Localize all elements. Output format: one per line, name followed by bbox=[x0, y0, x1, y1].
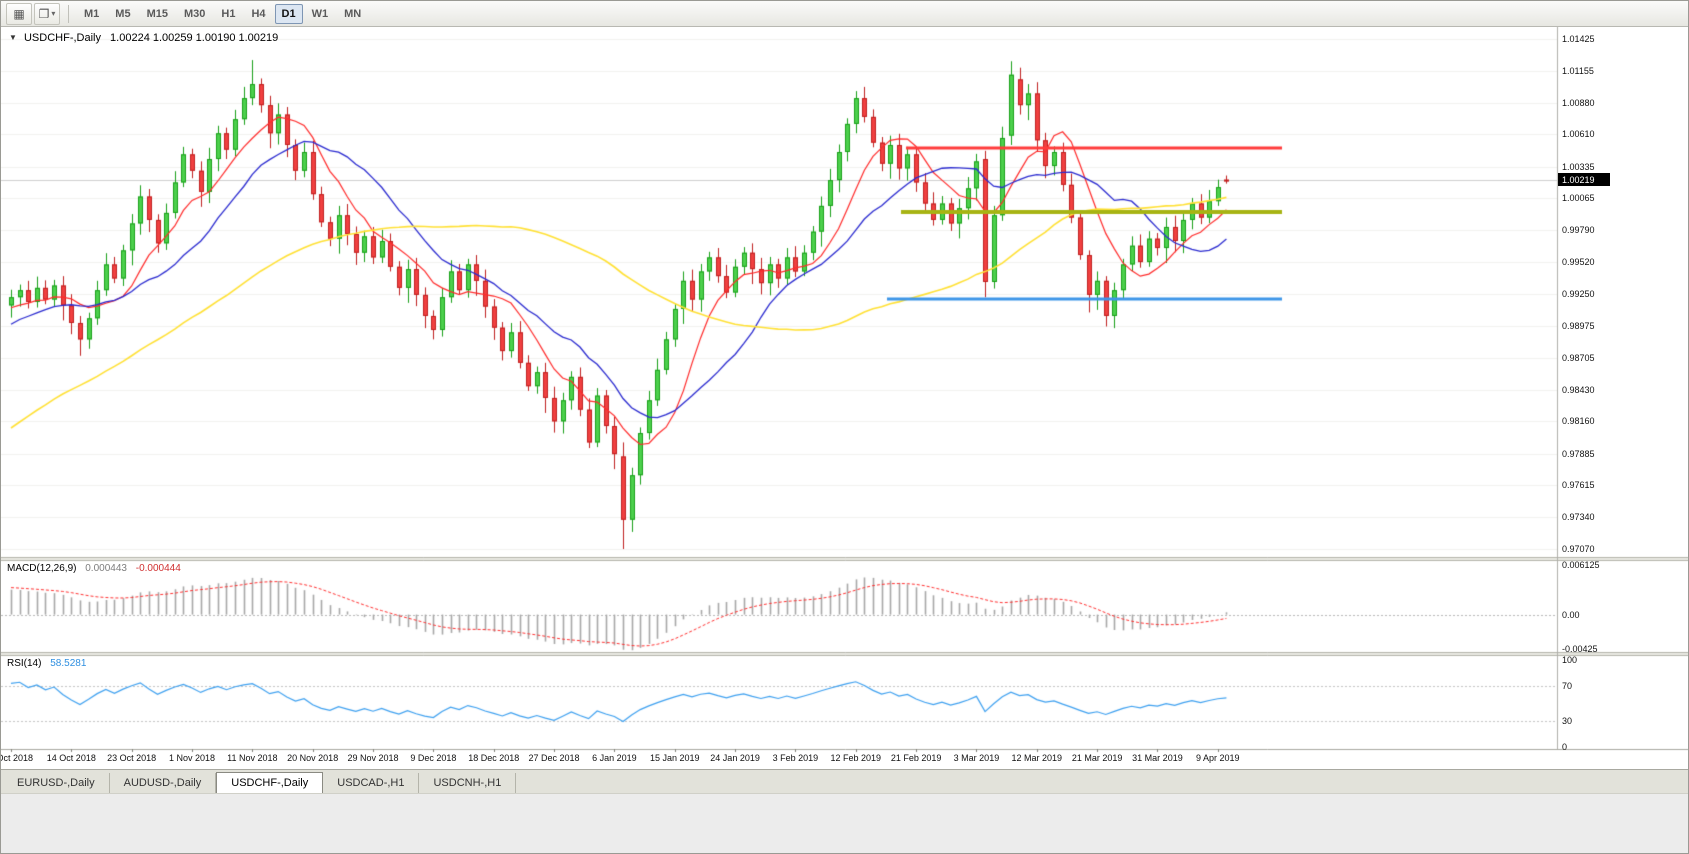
date-axis-label: 9 Dec 2018 bbox=[410, 753, 457, 763]
templates-button[interactable]: ❐ ▾ bbox=[34, 2, 60, 25]
chart-grid-icon: ▦ bbox=[13, 6, 25, 21]
date-axis-label: 23 Oct 2018 bbox=[107, 753, 157, 763]
price-axis-tick: 1.00610 bbox=[1562, 129, 1595, 140]
chart-symbol-label: USDCHF-,Daily bbox=[23, 32, 101, 44]
price-axis-tick: 0.98160 bbox=[1562, 416, 1595, 427]
rsi-indicator-label: RSI(14) 58.5281 bbox=[7, 658, 86, 669]
macd-name: MACD(12,26,9) bbox=[7, 563, 77, 574]
macd-axis-tick: -0.00425 bbox=[1562, 644, 1598, 654]
price-axis-tick: 1.01155 bbox=[1562, 65, 1594, 76]
date-axis-label: 9 Apr 2019 bbox=[1196, 753, 1240, 763]
date-axis-label: 3 Feb 2019 bbox=[772, 753, 819, 763]
price-axis-tick: 0.99250 bbox=[1562, 288, 1595, 299]
date-axis-label: 24 Jan 2019 bbox=[710, 753, 760, 763]
chart-tab-bar: EURUSD-,Daily AUDUSD-,Daily USDCHF-,Daily U… bbox=[1, 769, 1688, 794]
rsi-name: RSI(14) bbox=[7, 658, 42, 669]
chart-tab-eurusd-daily[interactable]: EURUSD-,Daily bbox=[3, 773, 110, 793]
macd-indicator-label: MACD(12,26,9) 0.000443 -0.000444 bbox=[7, 563, 181, 574]
rsi-axis-tick: 0 bbox=[1562, 742, 1568, 752]
chart-title: ▼ USDCHF-,Daily 1.00224 1.00259 1.00190 … bbox=[9, 32, 278, 44]
timeframe-button-d1[interactable]: D1 bbox=[274, 3, 303, 24]
price-axis-tick: 0.97885 bbox=[1562, 448, 1595, 459]
timeframe-button-h1[interactable]: H1 bbox=[221, 7, 236, 20]
macd-main-value: 0.000443 bbox=[85, 563, 127, 574]
date-axis-label: 12 Mar 2019 bbox=[1011, 753, 1063, 763]
chart-tab-audusd-daily[interactable]: AUDUSD-,Daily bbox=[110, 773, 217, 793]
price-axis-tick: 1.00880 bbox=[1562, 97, 1595, 108]
date-axis-label: 21 Mar 2019 bbox=[1071, 753, 1123, 763]
rsi-axis-tick: 30 bbox=[1562, 715, 1573, 726]
toolbar: ▦ ❐ ▾ M1 M5 M15 M30 H1 H4 D1 W1 MN bbox=[1, 1, 1688, 27]
price-axis-tick: 1.00335 bbox=[1562, 161, 1595, 172]
price-axis-tick: 0.99790 bbox=[1562, 225, 1595, 236]
price-axis-tick: 0.97070 bbox=[1562, 544, 1595, 554]
date-axis-label: 20 Nov 2018 bbox=[287, 753, 339, 763]
rsi-axis-tick: 100 bbox=[1562, 655, 1578, 665]
chart-tab-usdcad-h1[interactable]: USDCAD-,H1 bbox=[323, 773, 420, 793]
timeframe-button-h4[interactable]: H4 bbox=[251, 7, 266, 20]
price-chart-canvas[interactable] bbox=[1, 27, 1688, 769]
timeframe-button-m15[interactable]: M15 bbox=[146, 7, 168, 20]
chart-type-button[interactable]: ▦ bbox=[6, 2, 32, 25]
rsi-axis-tick: 70 bbox=[1562, 681, 1573, 692]
chart-dropdown-icon[interactable]: ▼ bbox=[9, 33, 17, 42]
price-axis-tick: 0.97340 bbox=[1562, 512, 1595, 523]
price-axis-tick: 1.01425 bbox=[1562, 34, 1595, 44]
price-axis-tick: 0.98705 bbox=[1562, 352, 1595, 363]
price-axis-tick: 0.98430 bbox=[1562, 384, 1595, 395]
date-axis-label: 18 Dec 2018 bbox=[468, 753, 520, 763]
timeframe-button-m30[interactable]: M30 bbox=[183, 7, 206, 20]
date-axis-label: 11 Nov 2018 bbox=[227, 753, 278, 763]
chart-tab-usdchf-daily[interactable]: USDCHF-,Daily bbox=[216, 772, 324, 794]
timeframe-button-m1[interactable]: M1 bbox=[84, 7, 100, 20]
price-axis-tick: 0.98975 bbox=[1562, 320, 1595, 331]
toolbar-separator bbox=[68, 4, 69, 23]
date-axis-label: 15 Jan 2019 bbox=[649, 753, 700, 763]
price-axis-tick: 0.97615 bbox=[1562, 480, 1595, 491]
templates-icon: ❐ bbox=[38, 6, 50, 21]
date-axis-label: 4 Oct 2018 bbox=[1, 753, 34, 763]
date-axis-label: 27 Dec 2018 bbox=[528, 753, 580, 763]
date-axis-label: 3 Mar 2019 bbox=[953, 753, 1000, 763]
macd-axis-tick: 0.006125 bbox=[1562, 560, 1600, 570]
price-axis-tick: 1.00065 bbox=[1562, 193, 1595, 204]
timeframe-button-m5[interactable]: M5 bbox=[115, 7, 131, 20]
date-axis-label: 29 Nov 2018 bbox=[347, 753, 399, 763]
date-axis-label: 12 Feb 2019 bbox=[830, 753, 882, 763]
macd-axis-tick: 0.00 bbox=[1562, 609, 1580, 620]
date-axis-label: 1 Nov 2018 bbox=[168, 753, 216, 763]
price-axis-tick: 0.99520 bbox=[1562, 257, 1595, 268]
timeframe-button-w1[interactable]: W1 bbox=[311, 7, 329, 20]
timeframe-button-group: M1 M5 M15 M30 H1 H4 D1 W1 MN bbox=[76, 3, 369, 24]
date-axis-label: 14 Oct 2018 bbox=[46, 753, 96, 763]
date-axis-label: 6 Jan 2019 bbox=[592, 753, 637, 763]
rsi-value: 58.5281 bbox=[50, 658, 87, 669]
timeframe-button-mn[interactable]: MN bbox=[344, 7, 362, 20]
dropdown-caret-icon: ▾ bbox=[51, 9, 56, 18]
chart-tab-usdcnh-h1[interactable]: USDCNH-,H1 bbox=[419, 773, 517, 793]
macd-signal-value: -0.000444 bbox=[135, 563, 181, 574]
chart-ohlc-values: 1.00224 1.00259 1.00190 1.00219 bbox=[110, 32, 279, 44]
date-axis-label: 21 Feb 2019 bbox=[890, 753, 942, 763]
current-price-tag: 1.00219 bbox=[1558, 173, 1610, 187]
date-axis-label: 31 Mar 2019 bbox=[1132, 753, 1183, 763]
chart-area: ▼ USDCHF-,Daily 1.00224 1.00259 1.00190 … bbox=[1, 27, 1688, 769]
status-bar bbox=[1, 793, 1688, 853]
